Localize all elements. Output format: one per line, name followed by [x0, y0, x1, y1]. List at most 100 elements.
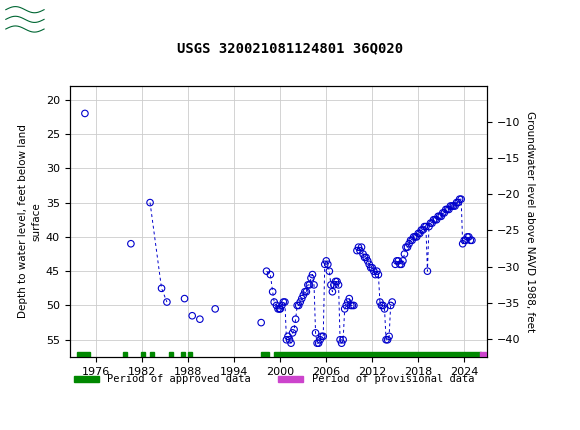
- Point: [377, 302, 386, 309]
- Bar: [77, 352, 90, 357]
- Point: [418, 227, 427, 233]
- Point: [268, 288, 277, 295]
- Bar: [150, 352, 154, 357]
- Point: [438, 209, 447, 216]
- Point: [284, 333, 293, 340]
- Point: [461, 237, 470, 244]
- Point: [328, 288, 337, 295]
- Text: Period of provisional data: Period of provisional data: [312, 374, 474, 384]
- Point: [296, 298, 305, 305]
- Bar: [123, 352, 127, 357]
- Point: [375, 298, 385, 305]
- Point: [180, 295, 189, 302]
- Point: [366, 264, 375, 271]
- Point: [277, 302, 287, 309]
- Point: [288, 329, 297, 336]
- Bar: [261, 352, 269, 357]
- Point: [289, 326, 299, 333]
- Bar: [74, 375, 99, 383]
- Point: [372, 268, 382, 275]
- Point: [282, 336, 291, 343]
- Point: [299, 292, 308, 298]
- Point: [395, 261, 404, 268]
- Point: [331, 278, 340, 285]
- Point: [195, 316, 205, 322]
- Point: [371, 271, 380, 278]
- Point: [383, 336, 392, 343]
- Point: [365, 261, 374, 268]
- Point: [256, 319, 266, 326]
- Point: [273, 305, 282, 312]
- Point: [426, 220, 435, 227]
- Point: [455, 196, 464, 203]
- Point: [363, 258, 372, 264]
- Text: USGS: USGS: [51, 10, 106, 28]
- Point: [126, 240, 136, 247]
- Point: [382, 336, 391, 343]
- Point: [297, 295, 306, 302]
- Point: [354, 244, 363, 251]
- Point: [337, 340, 346, 347]
- Point: [332, 278, 342, 285]
- Point: [451, 203, 460, 209]
- Point: [285, 336, 294, 343]
- Point: [387, 298, 397, 305]
- Text: USGS 320021081124801 36Q020: USGS 320021081124801 36Q020: [177, 41, 403, 55]
- Point: [398, 258, 408, 264]
- Point: [467, 237, 477, 244]
- Point: [275, 305, 284, 312]
- Point: [325, 268, 334, 275]
- Point: [280, 298, 289, 305]
- Point: [357, 244, 366, 251]
- Point: [345, 295, 354, 302]
- Point: [437, 213, 446, 220]
- Point: [425, 223, 434, 230]
- Point: [401, 244, 411, 251]
- Bar: [188, 352, 192, 357]
- Point: [358, 251, 368, 258]
- Point: [378, 302, 387, 309]
- Point: [322, 258, 331, 264]
- Point: [187, 312, 197, 319]
- Point: [318, 333, 328, 340]
- Point: [349, 302, 358, 309]
- Point: [311, 329, 320, 336]
- Point: [386, 302, 396, 309]
- Point: [415, 230, 425, 237]
- Point: [368, 264, 377, 271]
- Point: [361, 254, 371, 261]
- Point: [412, 233, 421, 240]
- Point: [406, 237, 415, 244]
- Point: [211, 305, 220, 312]
- Point: [409, 233, 418, 240]
- Point: [343, 298, 353, 305]
- Point: [390, 261, 400, 268]
- Point: [317, 333, 327, 340]
- Bar: [141, 352, 144, 357]
- Point: [369, 268, 378, 275]
- Point: [300, 288, 310, 295]
- Point: [446, 203, 455, 209]
- Point: [447, 203, 456, 209]
- Point: [270, 298, 279, 305]
- Point: [466, 237, 475, 244]
- Point: [420, 223, 429, 230]
- Point: [316, 336, 325, 343]
- Point: [334, 282, 343, 289]
- Point: [294, 302, 303, 309]
- Point: [302, 288, 311, 295]
- Point: [347, 302, 357, 309]
- Point: [309, 282, 318, 289]
- Point: [416, 227, 426, 233]
- Point: [427, 220, 437, 227]
- Point: [392, 258, 401, 264]
- Point: [276, 305, 285, 312]
- Y-axis label: Groundwater level above NAVD 1988, feet: Groundwater level above NAVD 1988, feet: [524, 111, 535, 332]
- Bar: [274, 352, 481, 357]
- Point: [303, 282, 313, 289]
- Point: [414, 230, 423, 237]
- Point: [464, 233, 473, 240]
- Point: [287, 340, 296, 347]
- Point: [454, 199, 463, 206]
- Point: [146, 199, 155, 206]
